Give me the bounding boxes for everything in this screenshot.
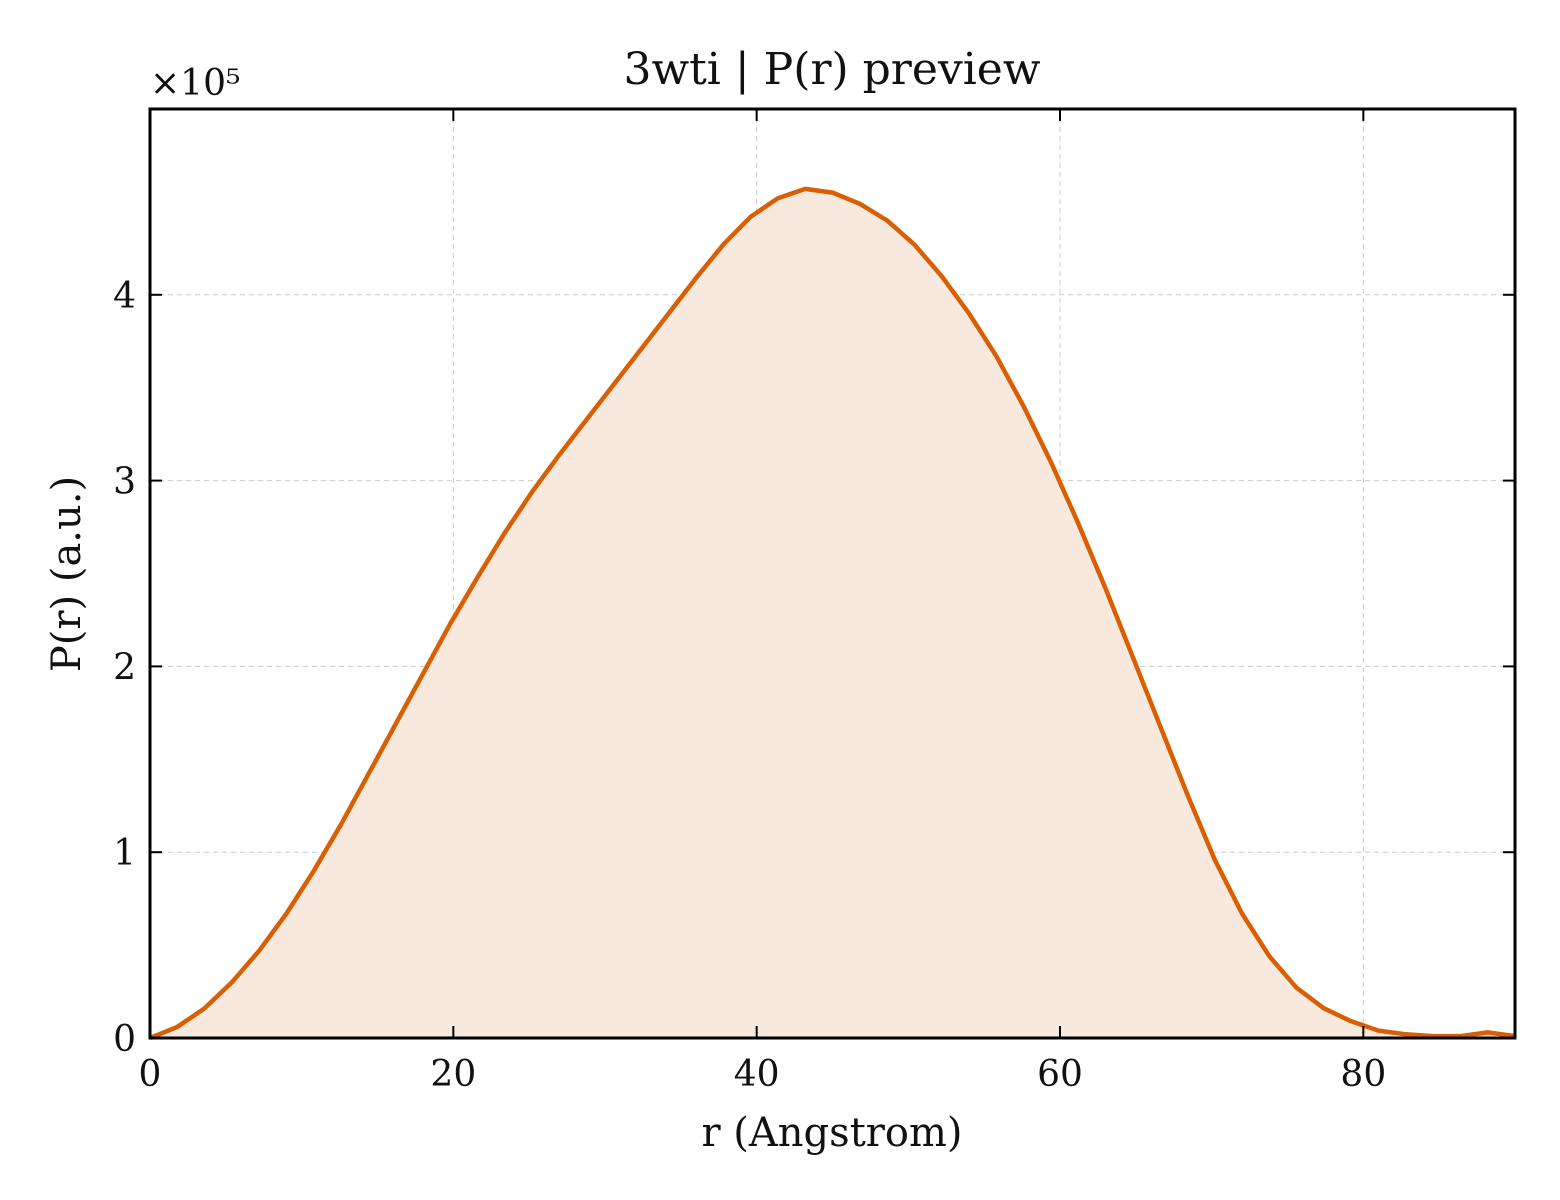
y-axis-label: P(r) (a.u.) — [44, 476, 90, 672]
x-axis-label: r (Angstrom) — [701, 1110, 962, 1156]
x-tick-label: 0 — [139, 1054, 162, 1095]
series-line — [149, 186, 1516, 1041]
area-fill — [150, 188, 1515, 1038]
y-tick-label: 1 — [113, 833, 136, 874]
axis-ticks: 0 20 40 60 80 0 1 2 3 4 — [113, 109, 1515, 1095]
y-scale-label: ×10⁵ — [150, 63, 240, 104]
x-tick-label: 20 — [430, 1054, 476, 1095]
y-tick-label: 2 — [113, 647, 136, 688]
y-tick-label: 3 — [113, 462, 136, 503]
y-tick-label: 0 — [113, 1019, 136, 1060]
chart-title: 3wti | P(r) preview — [623, 44, 1040, 95]
x-tick-label: 80 — [1340, 1054, 1386, 1095]
x-tick-label: 40 — [734, 1054, 780, 1095]
y-tick-label: 4 — [113, 276, 136, 317]
plot-frame — [148, 107, 1517, 1040]
x-tick-label: 60 — [1037, 1054, 1083, 1095]
